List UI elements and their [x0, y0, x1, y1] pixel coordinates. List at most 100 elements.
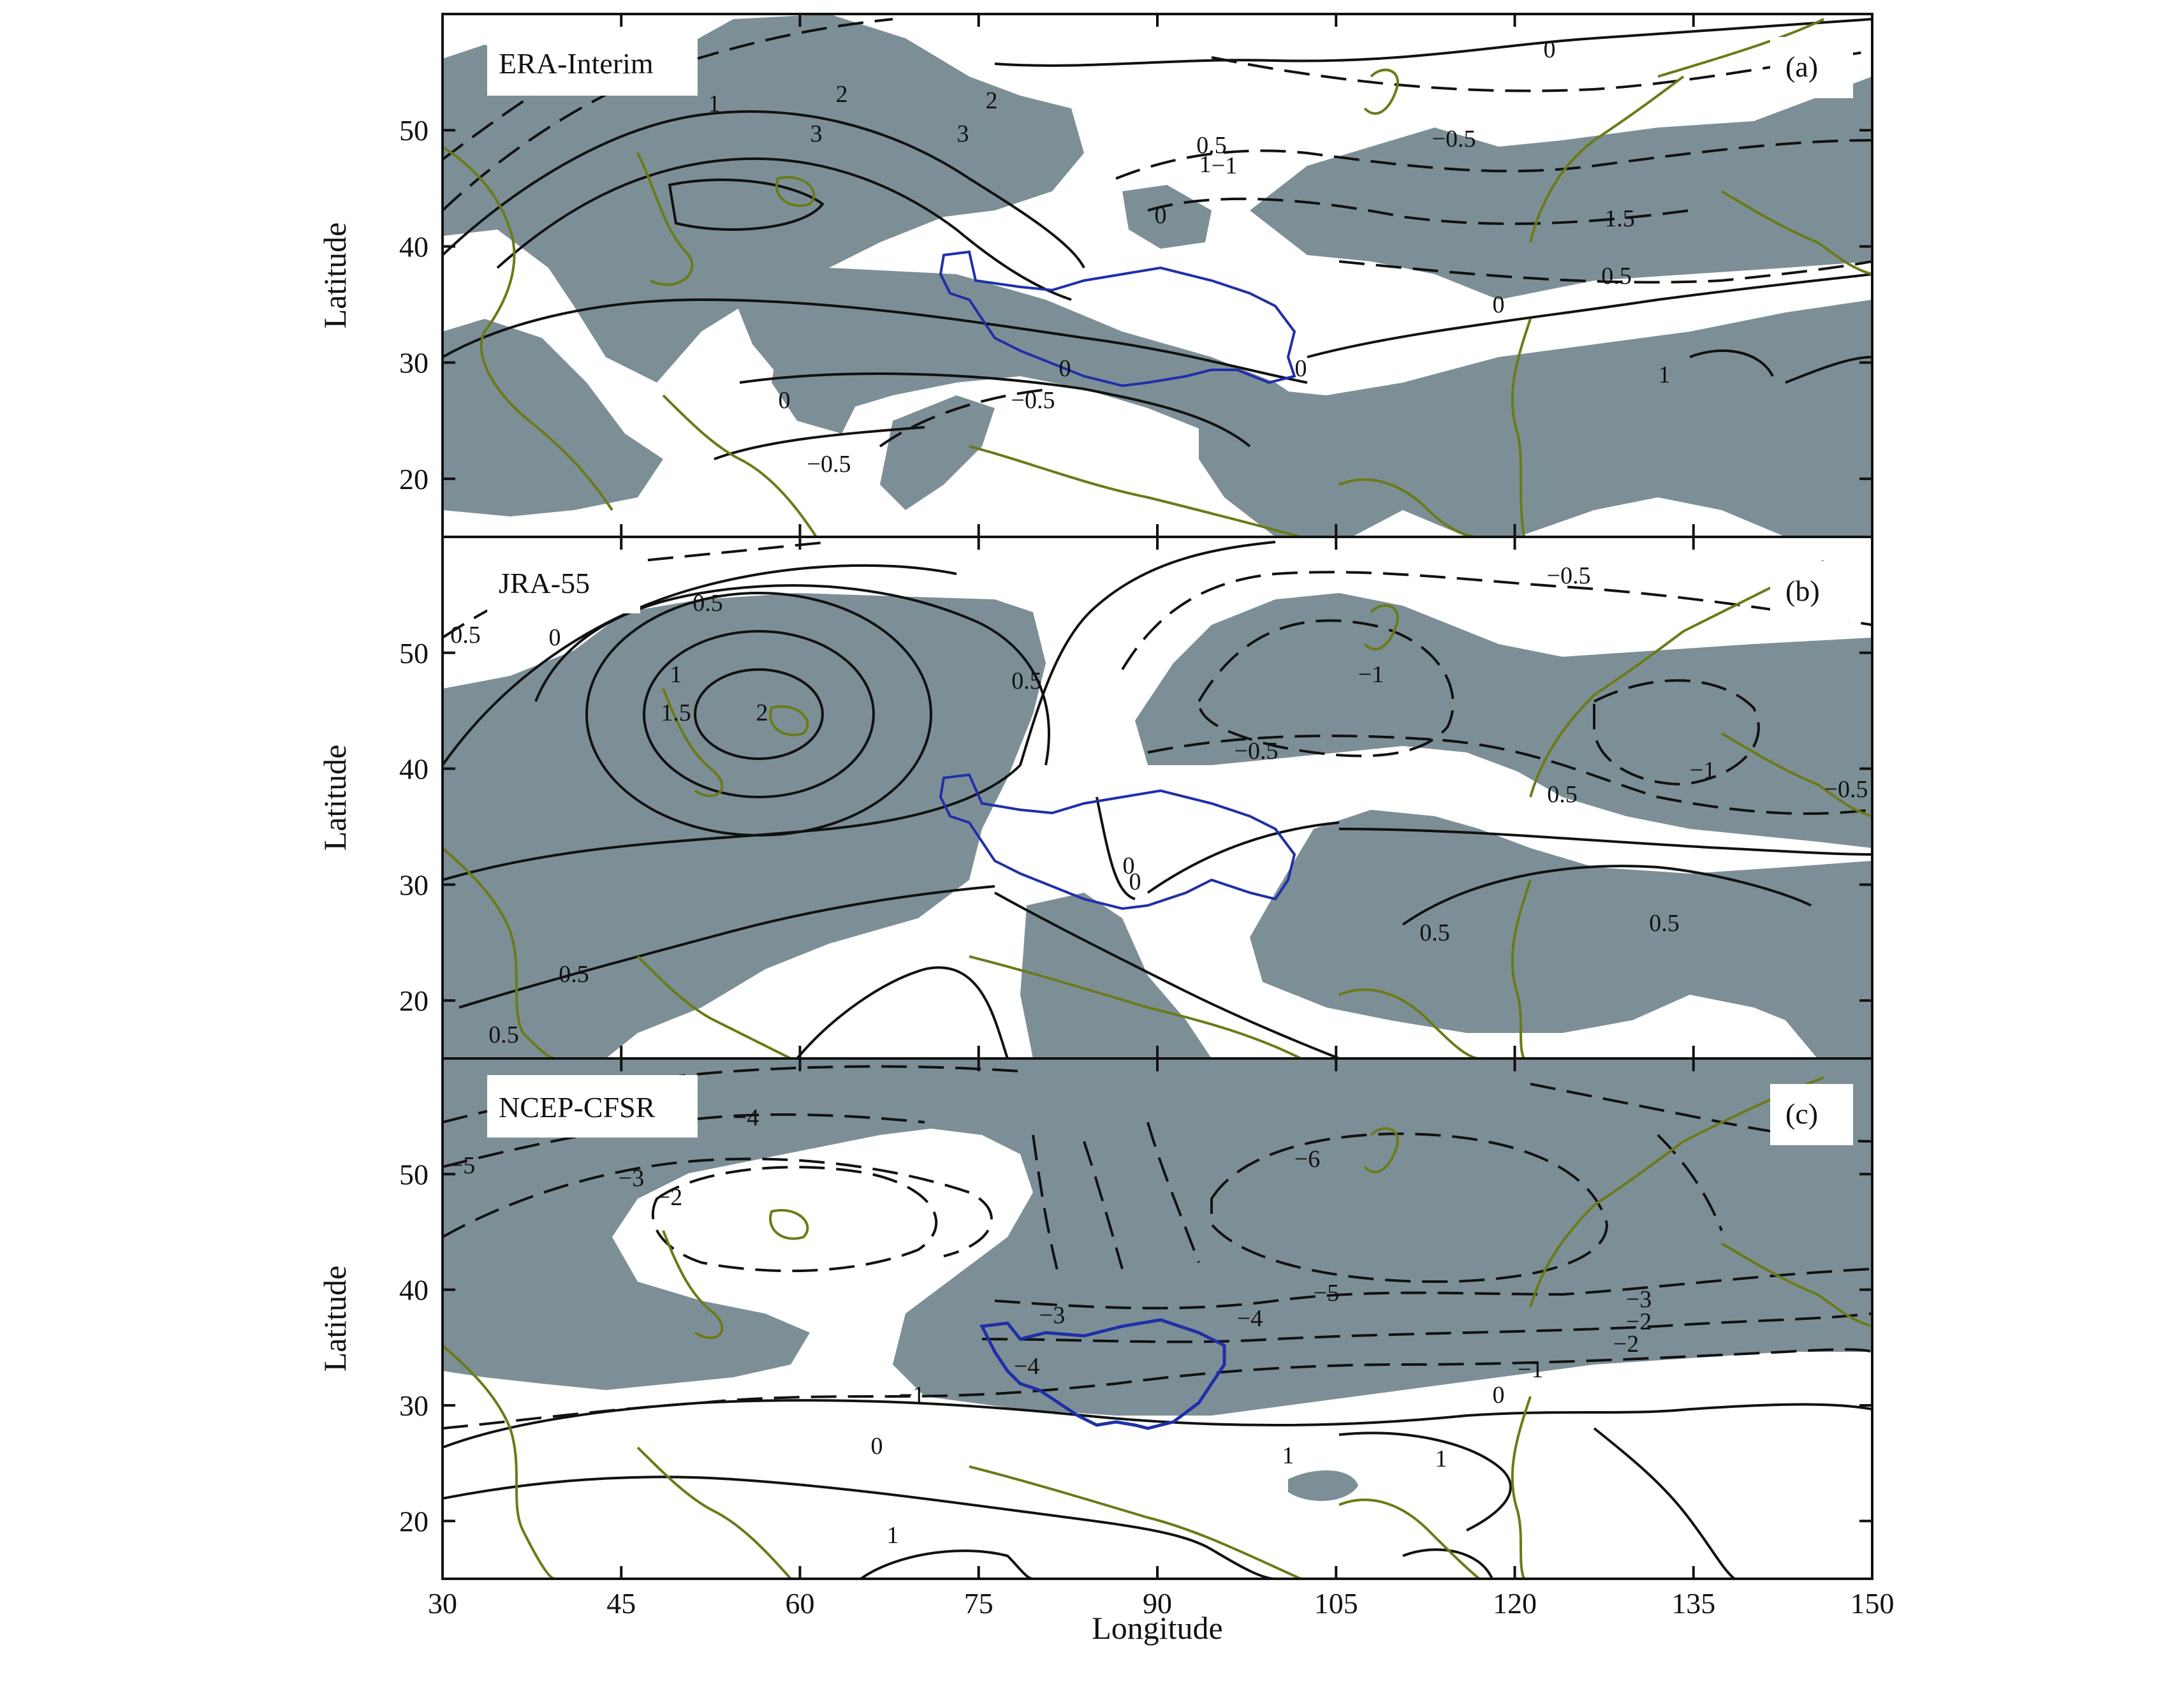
contour-label: 0 — [1493, 291, 1505, 318]
contour-label: 0 — [1493, 1382, 1505, 1409]
panel-b-shading — [443, 593, 1872, 1058]
x-tick-label: 120 — [1493, 1587, 1537, 1620]
contour-label: −0.5 — [1547, 562, 1591, 589]
contour-label: 1 — [887, 1522, 899, 1549]
contour-label: 0.5 — [559, 961, 589, 988]
contour-label: 1 — [708, 91, 721, 117]
contour-label: 0 — [549, 624, 561, 651]
panel-a-dataset-text: ERA-Interim — [499, 47, 654, 80]
contour-label: 2 — [986, 87, 998, 114]
contour-label: 1 — [670, 661, 682, 688]
contour-label: −0.5 — [1824, 776, 1868, 803]
contour-label: 1 — [1199, 151, 1212, 178]
panel-b-tag-text: (b) — [1785, 575, 1820, 607]
contour-label: 0.5 — [1601, 263, 1632, 289]
panel-a-dataset-label: ERA-Interim — [487, 32, 698, 96]
contour-label: 0.5 — [1196, 132, 1227, 159]
y-tick-label: 50 — [399, 637, 429, 670]
contour-label: 2 — [836, 81, 848, 108]
contour-label: 1 — [1282, 1442, 1294, 1469]
y-axis-panel-c: 20 30 40 50 — [399, 1158, 1872, 1537]
panel-b-dataset-label: JRA-55 — [487, 552, 640, 613]
contour-label: 0 — [1129, 868, 1141, 895]
contour-label: 0.5 — [1649, 910, 1680, 937]
x-tick-label: 105 — [1314, 1587, 1358, 1620]
panel-c-coastlines — [443, 1076, 1872, 1579]
contour-label: 0 — [1155, 202, 1167, 229]
contour-label: 0.5 — [1011, 668, 1042, 694]
y-tick-label: 20 — [399, 463, 429, 495]
contour-label: 3 — [810, 121, 823, 147]
panel-a-tag: (a) — [1770, 37, 1853, 98]
contour-label: −0.5 — [1235, 738, 1279, 765]
y-tick-label: 50 — [399, 114, 429, 147]
contour-label: −3 — [619, 1165, 644, 1192]
contour-label: −0.5 — [1011, 387, 1055, 414]
x-tick-label: 30 — [428, 1587, 457, 1620]
panel-a-shading — [443, 14, 1872, 537]
panel-b-contours — [443, 541, 1872, 1058]
panel-b-tag: (b) — [1770, 561, 1853, 622]
panel-b-dataset-text: JRA-55 — [499, 567, 590, 599]
contour-label: 1 — [1659, 362, 1671, 388]
panel-a-contours — [443, 18, 1872, 460]
contour-label: 2 — [756, 699, 768, 726]
contour-label: 0.5 — [1547, 781, 1578, 808]
panel-b-coastlines — [443, 560, 1872, 1058]
panel-c-shading — [443, 1058, 1872, 1501]
panel-b-plateau-outline — [939, 773, 1296, 911]
y-tick-label: 20 — [399, 1505, 429, 1537]
x-axis: 30 45 60 75 90 105 120 135 150 — [428, 14, 1895, 1620]
contour-label: −2 — [1626, 1308, 1652, 1335]
contour-label: −4 — [1237, 1305, 1263, 1332]
x-tick-label: 150 — [1851, 1587, 1895, 1620]
contour-label: −2 — [1613, 1331, 1639, 1358]
panel-c-tag-text: (c) — [1785, 1097, 1818, 1130]
x-tick-label: 90 — [1143, 1587, 1172, 1620]
contour-label: 0 — [1295, 355, 1307, 382]
panel-b-dashed-contours — [443, 541, 1872, 815]
y-tick-label: 40 — [399, 1274, 429, 1307]
contour-label: 1 — [1435, 1446, 1447, 1472]
panel-c-dataset-label: NCEP-CFSR — [487, 1075, 698, 1138]
x-tick-label: 75 — [964, 1587, 993, 1620]
y-tick-label: 40 — [399, 753, 429, 786]
contour-label: −4 — [1014, 1353, 1039, 1380]
x-axis-title: Longitude — [1092, 1610, 1223, 1646]
contour-label: 1.5 — [661, 699, 691, 726]
contour-label: 1.5 — [1604, 205, 1635, 232]
contour-label: 0.5 — [693, 590, 723, 617]
contour-label: 0.5 — [1419, 919, 1450, 946]
y-axis-title-panel-b: Latitude — [317, 745, 353, 851]
panel-c-contour-labels: −4−5 −3−2−6−5−4−3−4−2−3−2−1−100 1 11 — [450, 1104, 1652, 1549]
contour-label: −1 — [1358, 661, 1384, 688]
contour-label: −5 — [1314, 1280, 1339, 1307]
contour-label: −1 — [899, 1382, 925, 1409]
contour-label: 0 — [1544, 36, 1556, 63]
panel-c-dashed-contours — [443, 1065, 1872, 1430]
panel-c-plateau-outline — [979, 1318, 1226, 1430]
panel-c-dataset-text: NCEP-CFSR — [499, 1091, 656, 1124]
y-tick-label: 40 — [399, 230, 429, 263]
contour-label: 0 — [1123, 853, 1135, 879]
contour-label: −3 — [1626, 1286, 1652, 1313]
contour-label: −2 — [657, 1184, 682, 1211]
y-axis-title-panel-c: Latitude — [317, 1266, 353, 1372]
panel-c: −4−5 −3−2−6−5−4−3−4−2−3−2−1−100 1 11 NCEP-C… — [441, 1057, 1873, 1580]
y-tick-label: 30 — [399, 347, 429, 379]
y-tick-label: 30 — [399, 1389, 429, 1422]
y-tick-label: 30 — [399, 868, 429, 901]
contour-label: −0.5 — [1432, 126, 1476, 152]
contour-label: 0 — [779, 387, 791, 414]
x-tick-label: 45 — [606, 1587, 636, 1620]
contour-label: −1 — [1518, 1356, 1543, 1383]
contour-label: 0 — [871, 1433, 883, 1460]
panel-a-plateau-outline — [939, 250, 1296, 388]
panel-c-tag: (c) — [1770, 1084, 1853, 1145]
contour-label: 0 — [1059, 355, 1071, 382]
